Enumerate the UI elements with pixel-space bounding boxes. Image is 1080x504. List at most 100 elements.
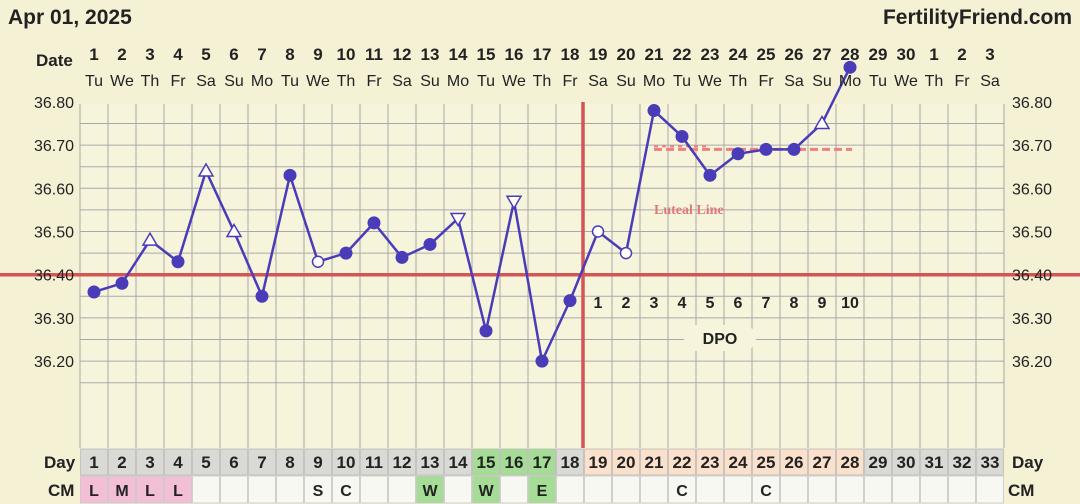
weekday-label: Fr xyxy=(562,73,578,90)
day-cell xyxy=(752,448,780,476)
day-cell xyxy=(948,448,976,476)
cm-cell xyxy=(136,475,164,504)
date-label: 5 xyxy=(201,45,210,64)
dpo-number: 9 xyxy=(818,295,827,312)
cycle-day-label: 25 xyxy=(757,453,776,472)
weekday-label: Fr xyxy=(954,73,970,90)
cm-cell xyxy=(724,475,752,504)
day-cell xyxy=(108,448,136,476)
y-tick-label-left: 36.50 xyxy=(34,225,74,242)
y-tick-label-left: 36.70 xyxy=(34,138,74,155)
cm-cell xyxy=(584,475,612,504)
cm-cell xyxy=(668,475,696,504)
cycle-day-label: 26 xyxy=(785,453,804,472)
cm-entry: L xyxy=(145,483,155,500)
dpo-number: 1 xyxy=(594,295,603,312)
day-cell xyxy=(192,448,220,476)
date-label: 22 xyxy=(673,45,692,64)
cm-cell xyxy=(696,475,724,504)
weekday-label: Tu xyxy=(85,73,103,90)
cm-cell xyxy=(976,475,1004,504)
cm-entry: W xyxy=(478,483,494,500)
day-cell xyxy=(80,448,108,476)
y-tick-label-left: 36.60 xyxy=(34,181,74,198)
temperature-point xyxy=(283,168,297,182)
day-cell xyxy=(556,448,584,476)
cycle-day-label: 16 xyxy=(505,453,524,472)
day-cell xyxy=(808,448,836,476)
weekday-label: Tu xyxy=(673,73,691,90)
temperature-point-triangle-down xyxy=(505,195,523,210)
day-cell xyxy=(724,448,752,476)
weekday-label: Sa xyxy=(588,73,608,90)
day-cell xyxy=(472,448,500,476)
day-row-label-right: Day xyxy=(1012,453,1044,472)
dpo-number: 5 xyxy=(706,295,715,312)
date-label: 7 xyxy=(257,45,266,64)
dpo-number: 2 xyxy=(622,295,631,312)
date-label: 19 xyxy=(589,45,608,64)
weekday-label: Mo xyxy=(447,73,469,90)
cm-cell xyxy=(444,475,472,504)
weekday-label: We xyxy=(894,73,918,90)
date-label: 6 xyxy=(229,45,238,64)
cm-cell xyxy=(472,475,500,504)
weekday-label: Su xyxy=(224,73,244,90)
date-row-label: Date xyxy=(36,51,73,70)
cm-cell xyxy=(836,475,864,504)
y-tick-label-right: 36.30 xyxy=(1012,311,1052,328)
day-cell xyxy=(136,448,164,476)
weekday-label: Fr xyxy=(170,73,186,90)
cm-entry: E xyxy=(537,483,548,500)
temperature-point xyxy=(255,289,269,303)
temperature-point xyxy=(171,255,185,269)
cm-entry: S xyxy=(313,483,324,500)
cm-cell xyxy=(332,475,360,504)
temperature-point xyxy=(395,250,409,264)
date-label: 16 xyxy=(505,45,524,64)
day-cell xyxy=(444,448,472,476)
weekday-label: Su xyxy=(812,73,832,90)
cycle-day-label: 31 xyxy=(925,453,944,472)
date-label: 20 xyxy=(617,45,636,64)
day-cell xyxy=(388,448,416,476)
date-label: 11 xyxy=(365,45,383,64)
date-label: 25 xyxy=(757,45,776,64)
cycle-day-label: 13 xyxy=(421,453,440,472)
cm-cell xyxy=(892,475,920,504)
cycle-day-label: 2 xyxy=(117,453,126,472)
chart-date: Apr 01, 2025 xyxy=(8,6,132,29)
day-cell xyxy=(892,448,920,476)
weekday-label: Fr xyxy=(758,73,774,90)
cycle-day-label: 20 xyxy=(617,453,636,472)
temperature-point-triangle-down xyxy=(449,212,467,228)
weekday-label: Th xyxy=(925,73,944,90)
dpo-label-bg xyxy=(684,325,756,351)
cycle-day-label: 32 xyxy=(953,453,972,472)
day-cell xyxy=(332,448,360,476)
temperature-point xyxy=(703,168,717,182)
cm-cell xyxy=(248,475,276,504)
cycle-day-label: 33 xyxy=(981,453,1000,472)
day-cell xyxy=(696,448,724,476)
date-label: 17 xyxy=(533,45,552,64)
weekday-label: We xyxy=(110,73,134,90)
weekday-label: We xyxy=(306,73,330,90)
weekday-label: Th xyxy=(729,73,748,90)
temperature-point-triangle-up xyxy=(197,162,215,177)
cycle-day-label: 6 xyxy=(229,453,238,472)
temperature-point xyxy=(423,237,437,251)
y-tick-label-right: 36.60 xyxy=(1012,181,1052,198)
weekday-label: Sa xyxy=(980,73,1000,90)
cm-entry: L xyxy=(89,483,99,500)
cycle-day-label: 3 xyxy=(145,453,154,472)
weekday-label: Su xyxy=(616,73,636,90)
date-label: 26 xyxy=(785,45,804,64)
cm-cell xyxy=(752,475,780,504)
temperature-point xyxy=(843,60,857,74)
cm-cell xyxy=(108,475,136,504)
cm-cell xyxy=(864,475,892,504)
day-cell xyxy=(668,448,696,476)
date-label: 23 xyxy=(701,45,720,64)
